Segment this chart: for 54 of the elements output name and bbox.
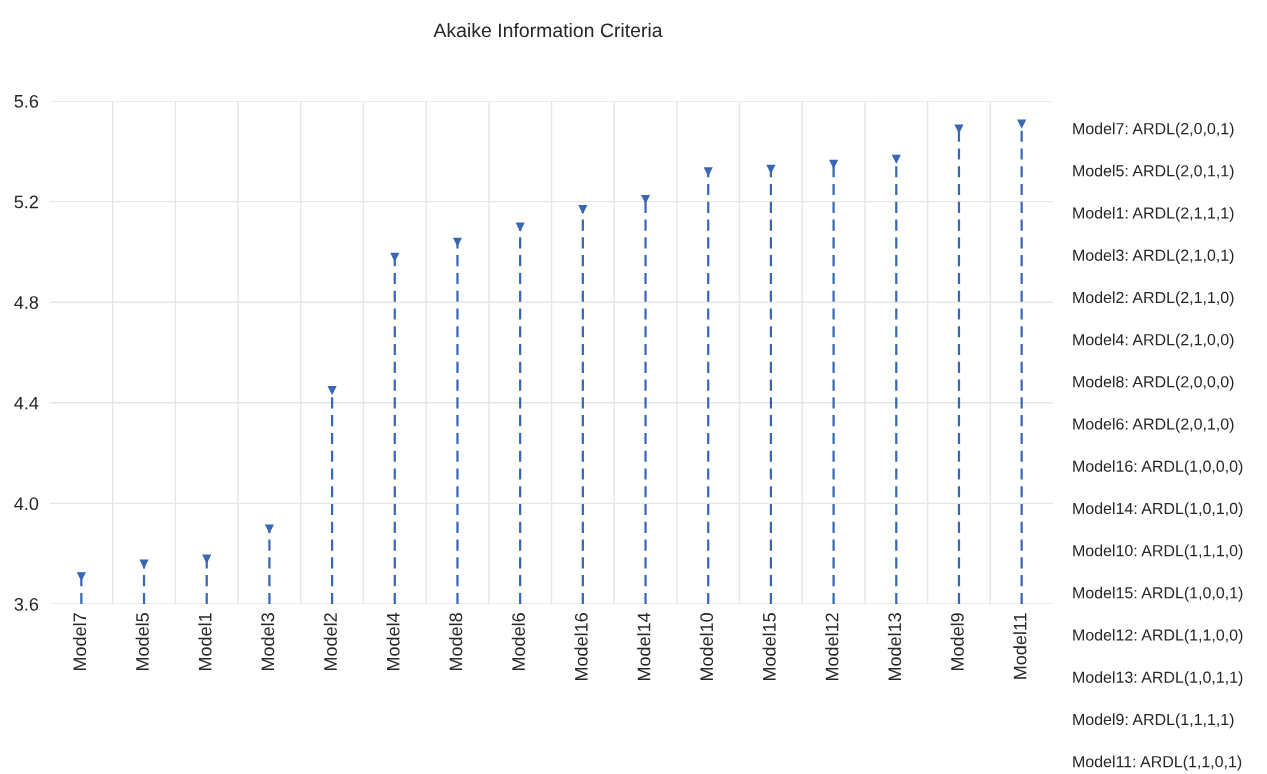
point — [1017, 119, 1026, 128]
x-tick-label: Model14 — [637, 612, 651, 681]
x-tick-label: Model5 — [135, 613, 149, 671]
point — [515, 222, 525, 231]
y-tick-label: 4.0 — [14, 497, 39, 511]
x-tick-label: Model3 — [260, 613, 275, 671]
x-tick-label: Model6 — [511, 613, 525, 671]
y-tick-label: 4.8 — [14, 296, 39, 309]
point — [954, 124, 964, 133]
text: Model10: ARDL(1,1,1,0) — [1073, 544, 1243, 560]
y-tick-label: 5.6 — [14, 94, 39, 108]
text: Model1: ARDL(2,1,1,1) — [1073, 206, 1234, 222]
text: Model4: ARDL(2,1,0,0) — [1073, 333, 1234, 349]
x-tick-label: Model8 — [449, 613, 463, 671]
x-tick-label: Model15 — [762, 613, 776, 681]
text: Model2: ARDL(2,1,1,0) — [1073, 291, 1234, 307]
text: Model5: ARDL(2,0,1,1) — [1073, 164, 1234, 180]
text: Model15: ARDL(1,0,0,1) — [1073, 586, 1243, 602]
point — [77, 572, 86, 581]
text: Model8: ARDL(2,0,0,0) — [1073, 375, 1234, 391]
x-tick-label: Model10 — [699, 613, 714, 681]
point — [578, 204, 588, 214]
text: Model9: ARDL(1,1,1,1) — [1073, 713, 1234, 729]
x-tick-label: Model7 — [72, 613, 87, 671]
point — [829, 159, 838, 169]
point — [892, 154, 901, 164]
chart-title: Akaike Information Criteria — [433, 22, 663, 38]
text: Model12: ARDL(1,1,0,0) — [1073, 628, 1243, 644]
x-tick-label: Model4 — [386, 612, 400, 671]
x-tick-label: Model1 — [198, 613, 212, 671]
point — [265, 524, 274, 533]
point — [641, 194, 650, 204]
x-tick-label: Model2 — [323, 613, 337, 671]
point — [453, 237, 462, 247]
x-tick-label: Model16 — [574, 613, 588, 681]
text: Model3: ARDL(2,1,0,1) — [1073, 249, 1234, 265]
text: Model16: ARDL(1,0,0,0) — [1073, 460, 1243, 476]
x-tick-label: Model12 — [825, 613, 839, 681]
text: Model11: ARDL(1,1,0,1) — [1073, 755, 1242, 771]
x-tick-label: Model11 — [1013, 613, 1027, 679]
point — [327, 386, 337, 395]
text: Model13: ARDL(1,0,1,1) — [1073, 671, 1243, 687]
x-tick-label: Model13 — [887, 613, 902, 681]
y-tick-label: 4.4 — [14, 396, 39, 410]
x-tick-label: Model9 — [950, 613, 964, 671]
point — [704, 167, 713, 176]
text: Model6: ARDL(2,0,1,0) — [1073, 417, 1234, 433]
text: Model7: ARDL(2,0,0,1) — [1073, 122, 1234, 138]
text: Model14: ARDL(1,0,1,0) — [1073, 502, 1243, 518]
y-tick-label: 3.6 — [14, 597, 39, 611]
point — [139, 559, 149, 568]
point — [202, 554, 211, 563]
y-tick-label: 5.2 — [14, 195, 38, 209]
point — [390, 252, 399, 262]
